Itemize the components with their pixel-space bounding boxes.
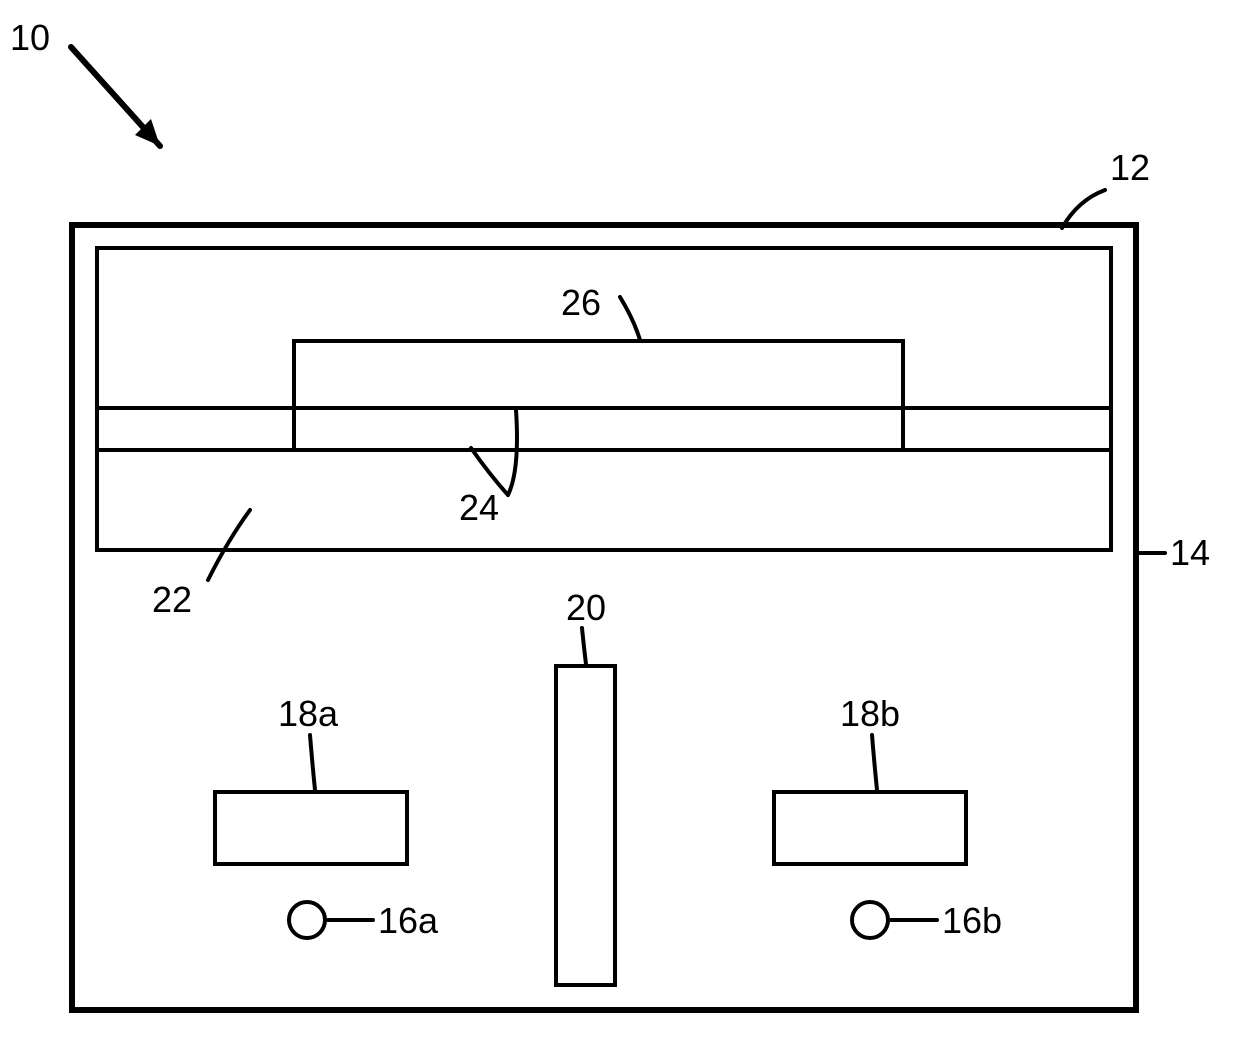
label-26: 26	[561, 282, 601, 323]
label-12: 12	[1110, 147, 1150, 188]
label-20: 20	[566, 587, 606, 628]
wafer	[294, 341, 903, 408]
rect-18b	[774, 792, 966, 864]
circle-16b	[852, 902, 888, 938]
label-18a: 18a	[278, 693, 339, 734]
rect-18a	[215, 792, 407, 864]
support-plate	[97, 450, 1111, 550]
leader-18b	[872, 735, 877, 790]
center-column	[556, 666, 615, 985]
leader-22	[208, 510, 250, 580]
circle-16a	[289, 902, 325, 938]
label-16a: 16a	[378, 900, 439, 941]
top-chamber	[97, 248, 1111, 408]
leader-18a	[310, 735, 315, 790]
label-16b: 16b	[942, 900, 1002, 941]
label-22: 22	[152, 579, 192, 620]
label-18b: 18b	[840, 693, 900, 734]
membrane-slot	[97, 408, 1111, 450]
leader-24b	[508, 410, 517, 495]
leader-26	[620, 297, 640, 340]
label-10: 10	[10, 17, 50, 58]
label-24: 24	[459, 487, 499, 528]
label-14: 14	[1170, 532, 1210, 573]
leader-20	[582, 628, 586, 664]
